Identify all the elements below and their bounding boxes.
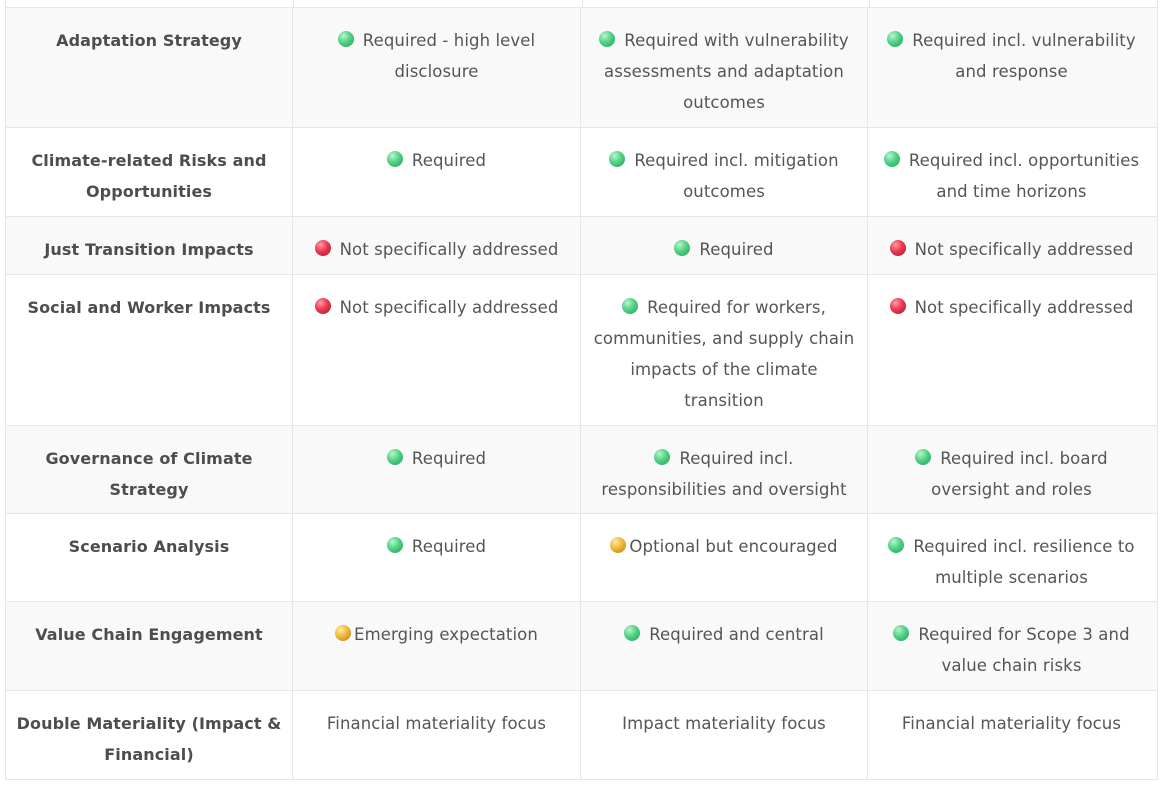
cell-text: Emerging expectation bbox=[354, 625, 538, 644]
table-cell: Financial materiality focus bbox=[293, 691, 581, 779]
table-cell: Required bbox=[581, 217, 868, 274]
table-row: Social and Worker Impacts Not specificall… bbox=[6, 275, 1157, 426]
row-label: Social and Worker Impacts bbox=[6, 275, 293, 425]
table-cell: Required for Scope 3 and value chain ris… bbox=[868, 602, 1155, 690]
table-cell: Not specifically addressed bbox=[868, 217, 1155, 274]
table-cell: Not specifically addressed bbox=[293, 217, 581, 274]
table-row: Scenario Analysis Required Optional but en… bbox=[6, 514, 1157, 602]
cell-text: Not specifically addressed bbox=[914, 298, 1134, 317]
green-status-dot-icon bbox=[599, 31, 616, 47]
cell-text: Required with vulnerability assessments … bbox=[604, 31, 849, 112]
cell-text: Optional but encouraged bbox=[629, 537, 838, 556]
table-cell: Optional but encouraged bbox=[581, 514, 868, 601]
table-row: Value Chain Engagement Emerging expectati… bbox=[6, 602, 1157, 691]
green-status-dot-icon bbox=[386, 151, 403, 167]
green-status-dot-icon bbox=[893, 625, 910, 641]
cell-text: Impact materiality focus bbox=[622, 714, 826, 733]
cell-text: Required bbox=[411, 151, 487, 170]
green-status-dot-icon bbox=[888, 537, 905, 553]
row-label: Scenario Analysis bbox=[6, 514, 293, 601]
cell-text: Required incl. mitigation outcomes bbox=[634, 151, 839, 201]
table-row: Adaptation Strategy Required - high level… bbox=[6, 8, 1157, 128]
cell-text: Required bbox=[699, 240, 774, 259]
row-label: Double Materiality (Impact & Financial) bbox=[6, 691, 293, 779]
table-row: Governance of Climate Strategy Required Re… bbox=[6, 426, 1157, 514]
green-status-dot-icon bbox=[624, 625, 641, 641]
red-status-dot-icon bbox=[314, 298, 331, 314]
table-cell: Required incl. vulnerability and respons… bbox=[868, 8, 1155, 127]
green-status-dot-icon bbox=[386, 537, 403, 553]
comparison-table: Adaptation Strategy Required - high level… bbox=[5, 0, 1158, 780]
green-status-dot-icon bbox=[887, 31, 904, 47]
table-cell: Required - high level disclosure bbox=[293, 8, 581, 127]
row-label: Just Transition Impacts bbox=[6, 217, 293, 274]
table-cell: Required with vulnerability assessments … bbox=[581, 8, 868, 127]
green-status-dot-icon bbox=[674, 240, 691, 256]
table-row: Climate-related Risks and Opportunities R… bbox=[6, 128, 1157, 217]
green-status-dot-icon bbox=[337, 31, 354, 47]
row-label: Climate-related Risks and Opportunities bbox=[6, 128, 293, 216]
table-cell: Required incl. responsibilities and over… bbox=[581, 426, 868, 513]
table-row: Just Transition Impacts Not specifically … bbox=[6, 217, 1157, 275]
green-status-dot-icon bbox=[609, 151, 626, 167]
table-cell: Required bbox=[293, 128, 581, 216]
cell-text: Required incl. responsibilities and over… bbox=[601, 449, 847, 499]
yellow-status-dot-icon bbox=[335, 625, 352, 641]
table-top-edge bbox=[6, 0, 1157, 8]
table-cell: Required bbox=[293, 426, 581, 513]
red-status-dot-icon bbox=[314, 240, 331, 256]
table-row: Double Materiality (Impact & Financial) F… bbox=[6, 691, 1157, 780]
table-body: Adaptation Strategy Required - high level… bbox=[6, 8, 1157, 780]
cell-text: Not specifically addressed bbox=[339, 298, 559, 317]
green-status-dot-icon bbox=[622, 298, 639, 314]
cell-text: Not specifically addressed bbox=[339, 240, 559, 259]
cell-text: Required for workers, communities, and s… bbox=[593, 298, 855, 410]
green-status-dot-icon bbox=[654, 449, 671, 465]
cell-text: Financial materiality focus bbox=[901, 714, 1122, 733]
red-status-dot-icon bbox=[889, 240, 906, 256]
table-cell: Emerging expectation bbox=[293, 602, 581, 690]
table-cell: Financial materiality focus bbox=[868, 691, 1155, 779]
cell-text: Required and central bbox=[649, 625, 824, 644]
table-cell: Required incl. mitigation outcomes bbox=[581, 128, 868, 216]
table-cell: Required and central bbox=[581, 602, 868, 690]
green-status-dot-icon bbox=[386, 449, 403, 465]
green-status-dot-icon bbox=[915, 449, 932, 465]
cell-text: Required for Scope 3 and value chain ris… bbox=[918, 625, 1130, 675]
yellow-status-dot-icon bbox=[610, 537, 627, 553]
table-cell: Impact materiality focus bbox=[581, 691, 868, 779]
cell-text: Required incl. board oversight and roles bbox=[931, 449, 1108, 499]
table-cell: Required incl. resilience to multiple sc… bbox=[868, 514, 1155, 601]
cell-text: Required incl. vulnerability and respons… bbox=[912, 31, 1136, 81]
row-label: Adaptation Strategy bbox=[6, 8, 293, 127]
cell-text: Required incl. resilience to multiple sc… bbox=[913, 537, 1135, 587]
table-cell: Not specifically addressed bbox=[868, 275, 1155, 425]
green-status-dot-icon bbox=[883, 151, 900, 167]
table-cell: Not specifically addressed bbox=[293, 275, 581, 425]
red-status-dot-icon bbox=[889, 298, 906, 314]
cell-text: Financial materiality focus bbox=[326, 714, 547, 733]
cell-text: Required bbox=[411, 449, 487, 468]
table-cell: Required incl. board oversight and roles bbox=[868, 426, 1155, 513]
cell-text: Not specifically addressed bbox=[914, 240, 1134, 259]
cell-text: Required incl. opportunities and time ho… bbox=[908, 151, 1140, 201]
table-cell: Required bbox=[293, 514, 581, 601]
row-label: Governance of Climate Strategy bbox=[6, 426, 293, 513]
table-cell: Required incl. opportunities and time ho… bbox=[868, 128, 1155, 216]
cell-text: Required bbox=[411, 537, 487, 556]
table-cell: Required for workers, communities, and s… bbox=[581, 275, 868, 425]
row-label: Value Chain Engagement bbox=[6, 602, 293, 690]
cell-text: Required - high level disclosure bbox=[362, 31, 536, 81]
